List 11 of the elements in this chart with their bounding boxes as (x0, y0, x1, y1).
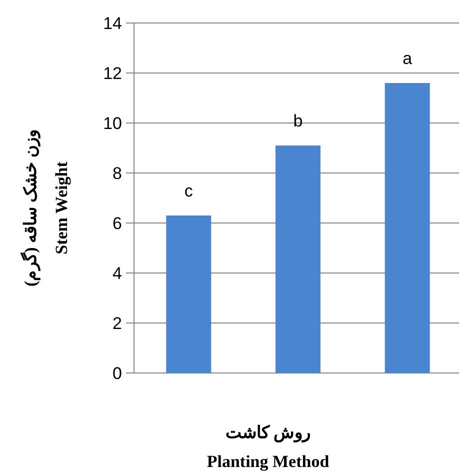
annotation: b (293, 112, 303, 130)
annotation: a (402, 49, 413, 68)
y-tick-label: 2 (112, 314, 122, 333)
y-tick-label: 0 (112, 364, 122, 383)
y-tick-label: 10 (103, 114, 122, 133)
y-tick-label: 6 (112, 214, 122, 233)
y-tick-label: 4 (112, 264, 122, 283)
y-tick-label: 14 (103, 14, 122, 33)
y-tick-label: 8 (112, 164, 122, 183)
annotation: c (184, 182, 194, 200)
y-tick-label: 12 (103, 64, 122, 83)
